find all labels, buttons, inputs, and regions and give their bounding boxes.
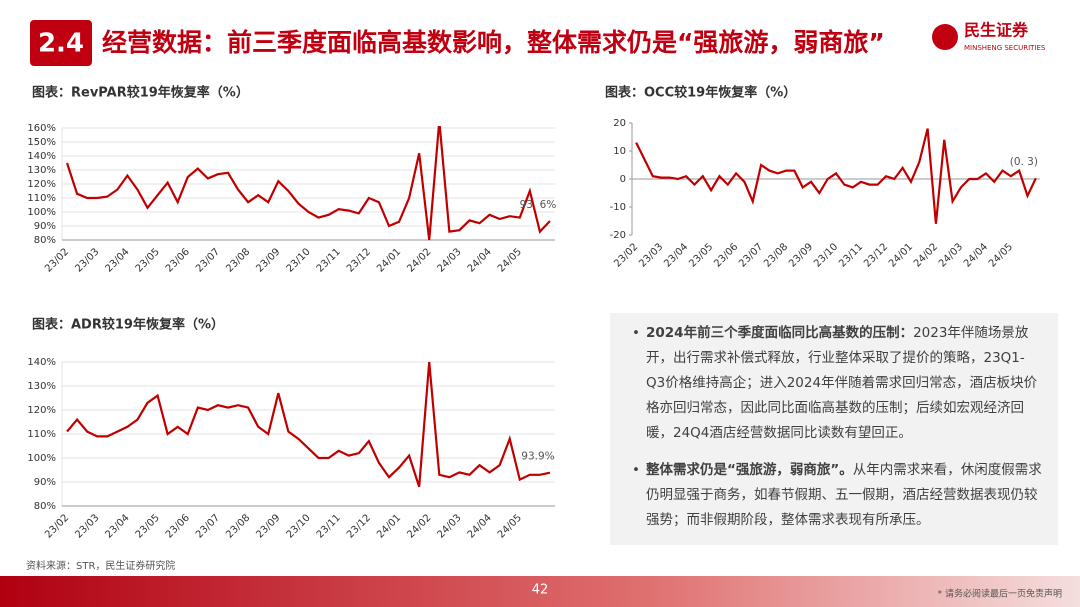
y-tick-label: 120% — [27, 405, 56, 416]
y-tick-label: -20 — [610, 230, 626, 241]
data-line — [635, 128, 1037, 224]
x-tick-label: 24/05 — [496, 512, 524, 540]
y-tick-label: -10 — [610, 202, 626, 213]
x-tick-label: 23/10 — [285, 512, 313, 540]
badge-bg — [30, 20, 92, 66]
y-tick-label: 110% — [27, 193, 56, 204]
x-tick-label: 24/01 — [887, 241, 915, 269]
x-tick-label: 23/09 — [254, 512, 282, 540]
logo-english: MINSHENG SECURITIES — [964, 44, 1046, 52]
x-tick-label: 23/06 — [712, 241, 740, 269]
badge: 2.4 — [38, 29, 84, 59]
x-tick-label: 23/08 — [224, 512, 252, 540]
x-tick-label: 24/01 — [375, 246, 403, 274]
footer-bar — [0, 576, 1080, 607]
x-tick-label: 23/02 — [43, 246, 71, 274]
y-tick-label: 130% — [27, 381, 56, 392]
x-tick-label: 23/03 — [637, 241, 665, 269]
x-tick-label: 23/11 — [315, 512, 343, 540]
y-tick-label: 10 — [613, 146, 626, 157]
source: 资料来源：STR，民生证券研究院 — [26, 559, 175, 572]
y-tick-label: 20 — [613, 118, 626, 129]
y-tick-label: 160% — [27, 123, 56, 134]
data-line — [66, 361, 551, 488]
y-tick-label: 80% — [34, 235, 56, 246]
x-tick-label: 23/07 — [737, 241, 765, 269]
x-tick-label: 23/10 — [812, 241, 840, 269]
x-tick-label: 24/02 — [912, 241, 940, 269]
x-tick-label: 24/04 — [466, 512, 494, 540]
bullet-body: 2023年伴随场景放开，出行需求补偿式释放，行业整体采取了提价的策略，23Q1-… — [646, 325, 1038, 441]
x-tick-label: 24/03 — [435, 512, 463, 540]
x-tick-label: 23/05 — [134, 512, 162, 540]
x-tick-label: 23/12 — [345, 246, 373, 274]
x-tick-label: 23/12 — [862, 241, 890, 269]
y-tick-label: 0 — [620, 174, 626, 185]
x-tick-label: 24/04 — [962, 241, 990, 269]
bullet-lead: 2024年前三个季度面临同比高基数的压制： — [646, 325, 914, 341]
y-tick-label: 90% — [34, 477, 56, 488]
y-tick-label: 100% — [27, 453, 56, 464]
x-tick-label: 24/03 — [937, 241, 965, 269]
x-tick-label: 23/04 — [662, 241, 690, 269]
x-tick-label: 23/11 — [315, 246, 343, 274]
chart-title: 图表：OCC较19年恢复率（%） — [605, 85, 796, 101]
x-tick-label: 24/02 — [405, 246, 433, 274]
y-tick-label: 110% — [27, 429, 56, 440]
x-tick-label: 23/05 — [687, 241, 715, 269]
y-tick-label: 150% — [27, 137, 56, 148]
x-tick-label: 23/02 — [43, 512, 71, 540]
x-tick-label: 23/11 — [837, 241, 865, 269]
value-label: 93. 6% — [520, 199, 557, 211]
disclaimer: * 请务必阅读最后一页免责声明 — [938, 588, 1062, 600]
x-tick-label: 23/07 — [194, 246, 222, 274]
x-tick-label: 23/10 — [285, 246, 313, 274]
x-tick-label: 23/09 — [787, 241, 815, 269]
bullet: 2024年前三个季度面临同比高基数的压制：2023年伴随场景放开，出行需求补偿式… — [632, 321, 1042, 446]
y-tick-label: 90% — [34, 221, 56, 232]
y-tick-label: 130% — [27, 165, 56, 176]
x-tick-label: 23/04 — [103, 512, 131, 540]
data-line — [65, 126, 551, 241]
value-label: (0. 3) — [1010, 156, 1038, 168]
y-tick-label: 120% — [27, 179, 56, 190]
chart-title: 图表：ADR较19年恢复率（%） — [32, 317, 224, 333]
y-tick-label: 140% — [27, 151, 56, 162]
x-tick-label: 23/03 — [73, 246, 101, 274]
x-tick-label: 24/01 — [375, 512, 403, 540]
x-tick-label: 24/04 — [466, 246, 494, 274]
x-tick-label: 23/08 — [762, 241, 790, 269]
x-tick-label: 23/04 — [103, 246, 131, 274]
x-tick-label: 24/02 — [405, 512, 433, 540]
y-tick-label: 100% — [27, 207, 56, 218]
x-tick-label: 24/05 — [496, 246, 524, 274]
y-tick-label: 80% — [34, 501, 56, 512]
value-label: 93.9% — [521, 451, 554, 463]
chart-title: 图表：RevPAR较19年恢复率（%） — [32, 85, 249, 101]
x-tick-label: 23/06 — [164, 512, 192, 540]
x-tick-label: 24/03 — [435, 246, 463, 274]
x-tick-label: 23/03 — [73, 512, 101, 540]
text-box: 2024年前三个季度面临同比高基数的压制：2023年伴随场景放开，出行需求补偿式… — [610, 313, 1058, 545]
x-tick-label: 23/05 — [134, 246, 162, 274]
x-tick-label: 23/02 — [612, 241, 640, 269]
x-tick-label: 23/08 — [224, 246, 252, 274]
x-tick-label: 24/05 — [987, 241, 1015, 269]
logo-icon — [932, 24, 958, 50]
slide-title: 经营数据：前三季度面临高基数影响，整体需求仍是“强旅游，弱商旅” — [102, 28, 885, 57]
bullet: 整体需求仍是“强旅游，弱商旅”。从年内需求来看，休闲度假需求仍明显强于商务，如春… — [632, 458, 1042, 533]
page-number: 42 — [532, 583, 549, 598]
x-tick-label: 23/09 — [254, 246, 282, 274]
x-tick-label: 23/06 — [164, 246, 192, 274]
x-tick-label: 23/07 — [194, 512, 222, 540]
y-tick-label: 140% — [27, 357, 56, 368]
logo-name: 民生证券 — [964, 21, 1029, 40]
x-tick-label: 23/12 — [345, 512, 373, 540]
bullet-lead: 整体需求仍是“强旅游，弱商旅”。 — [646, 462, 853, 478]
bullet-body: 从年内需求来看，休闲度假需求仍明显强于商务，如春节假期、五一假期，酒店经营数据表… — [646, 462, 1042, 528]
